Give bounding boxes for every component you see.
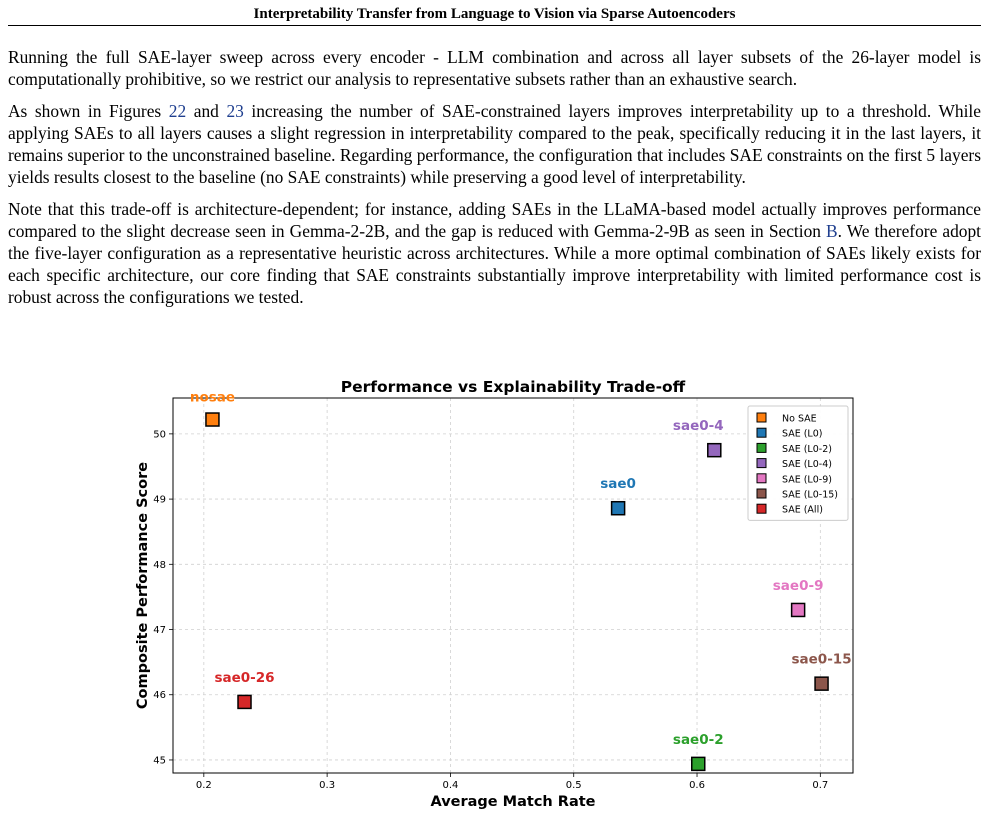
legend-entry-sae0-4: SAE (L0-4) — [782, 459, 832, 470]
figure-ref-22[interactable]: 22 — [168, 101, 187, 121]
paragraph-2-text-a: As shown in Figures — [8, 101, 169, 121]
point-sae0-9 — [790, 602, 806, 618]
y-axis-label: Composite Performance Score — [135, 462, 151, 709]
point-sae0 — [610, 500, 626, 516]
plot-frame — [172, 397, 854, 774]
x-tick-label: 0.7 — [812, 780, 828, 791]
legend-entry-sae0: SAE (L0) — [782, 429, 822, 440]
figure-scatter: 0.2 0.3 0.4 0.5 0.6 0.7 45 46 47 48 49 50 Performanc… — [0, 375, 989, 818]
legend-marker-sae0-9 — [756, 473, 767, 484]
point-sae0-15 — [814, 676, 829, 691]
legend-box — [747, 405, 849, 521]
y-tick-label: 45 — [153, 755, 166, 766]
paragraph-2: As shown in Figures 22 and 23 increasing… — [8, 100, 981, 188]
y-tick-label: 49 — [153, 495, 166, 506]
header-rule — [8, 25, 981, 26]
x-tick-label: 0.3 — [319, 780, 335, 791]
paragraph-3-text-a: Note that this trade-off is architecture… — [8, 199, 981, 241]
x-tick-label: 0.2 — [196, 780, 212, 791]
point-sae0-26 — [237, 694, 252, 710]
point-nosae — [205, 412, 220, 427]
legend-marker-nosae — [756, 412, 767, 423]
legend-entry-sae0-26: SAE (All) — [782, 505, 823, 516]
point-label-sae0: sae0 — [600, 476, 636, 492]
legend-marker-sae0-4 — [756, 458, 767, 469]
paragraph-1: Running the full SAE-layer sweep across … — [8, 47, 981, 89]
x-axis-label: Average Match Rate — [430, 794, 595, 810]
figure-ref-23[interactable]: 23 — [226, 101, 244, 121]
y-tick-label: 47 — [153, 625, 166, 636]
legend-entry-sae0-15: SAE (L0-15) — [782, 490, 838, 501]
point-sae0-2 — [691, 756, 706, 772]
point-label-sae0-26: sae0-26 — [214, 670, 274, 686]
legend-marker-sae0 — [756, 427, 767, 438]
section-ref-b[interactable]: B — [826, 221, 838, 241]
scatter-chart: 0.2 0.3 0.4 0.5 0.6 0.7 45 46 47 48 49 50 Performanc… — [135, 378, 854, 810]
point-label-sae0-2: sae0-2 — [673, 732, 724, 748]
point-label-nosae: nosae — [190, 390, 235, 406]
legend-marker-sae0-26 — [756, 503, 767, 514]
x-tick-label: 0.6 — [689, 780, 705, 791]
chart-title: Performance vs Explainability Trade-off — [341, 378, 686, 396]
point-label-sae0-9: sae0-9 — [773, 578, 824, 594]
legend-marker-sae0-2 — [756, 442, 767, 453]
paragraph-2-text-c: increasing the number of SAE-constrained… — [8, 101, 981, 187]
paragraph-3: Note that this trade-off is architecture… — [8, 198, 981, 308]
legend-marker-sae0-15 — [756, 488, 767, 499]
running-header: Interpretability Transfer from Language … — [253, 6, 736, 22]
paragraph-3-text-b: . We therefore adopt the five-layer conf… — [8, 221, 981, 307]
legend-entry-nosae: No SAE — [782, 414, 817, 425]
x-tick-label: 0.5 — [566, 780, 582, 791]
y-tick-label: 48 — [153, 560, 166, 571]
legend-entry-sae0-9: SAE (L0-9) — [782, 474, 832, 485]
point-label-sae0-15: sae0-15 — [792, 652, 852, 668]
legend-entry-sae0-2: SAE (L0-2) — [782, 444, 832, 455]
paragraph-2-text-b: and — [186, 101, 227, 121]
x-tick-label: 0.4 — [442, 780, 458, 791]
point-label-sae0-4: sae0-4 — [673, 418, 724, 434]
y-tick-label: 46 — [153, 690, 166, 701]
point-sae0-4 — [707, 442, 722, 458]
y-tick-label: 50 — [153, 429, 166, 440]
body-text: Running the full SAE-layer sweep across … — [8, 46, 981, 318]
